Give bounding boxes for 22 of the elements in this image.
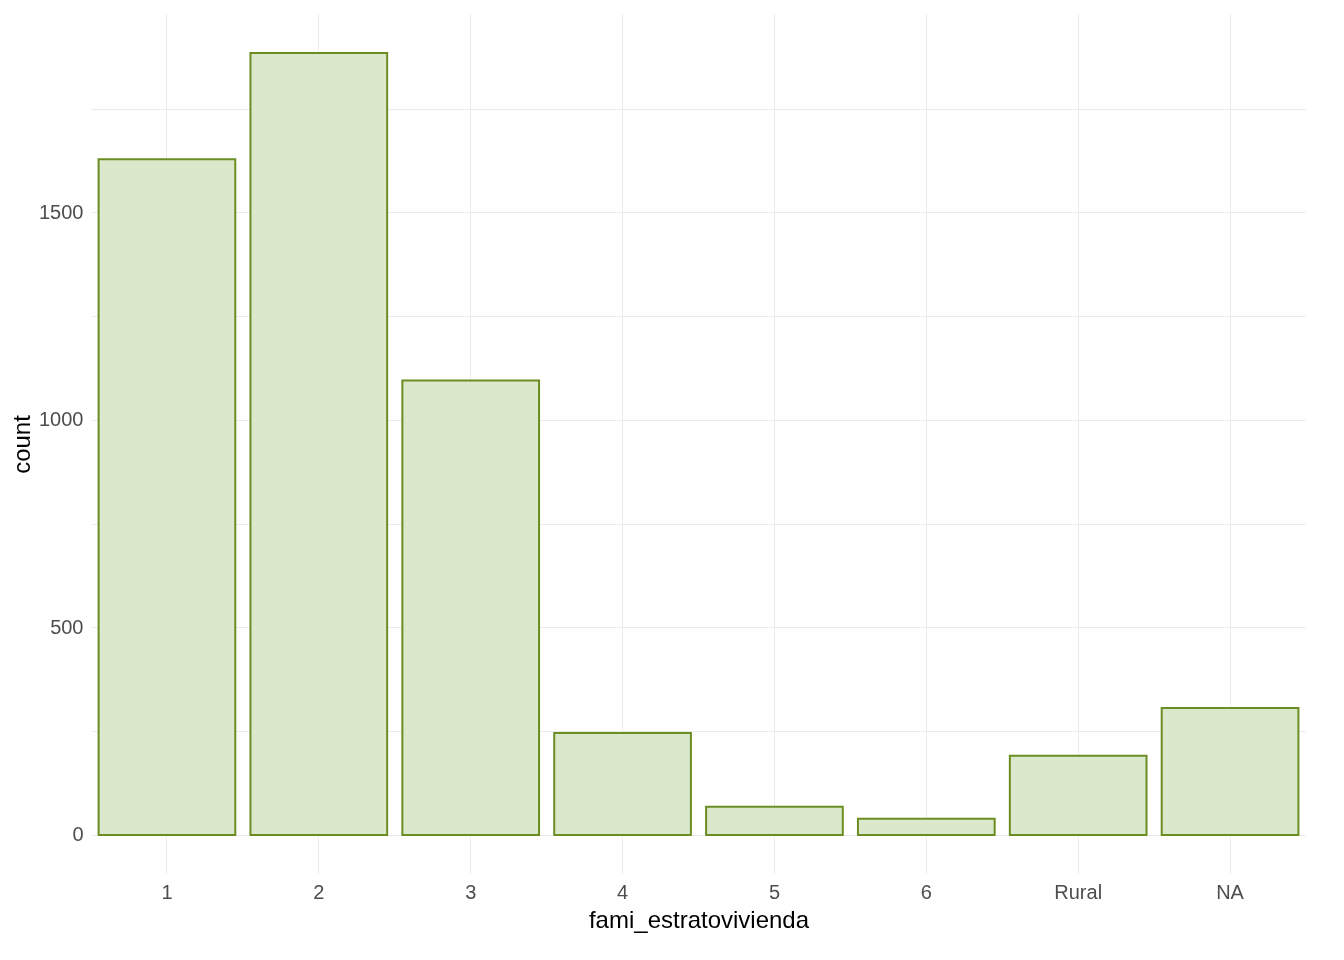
y-tick-label: 500 <box>50 615 84 638</box>
bar <box>705 805 844 836</box>
bar <box>1008 754 1148 836</box>
x-tick-label: 4 <box>617 880 629 903</box>
bar <box>856 817 996 836</box>
x-tick-label: 3 <box>465 880 477 903</box>
x-tick-label: 2 <box>313 880 325 903</box>
y-tick-label: 0 <box>72 823 84 846</box>
y-tick-label: 1000 <box>39 408 84 431</box>
x-tick-label: Rural <box>1054 880 1103 903</box>
bar <box>1160 706 1300 836</box>
y-tick-label: 1500 <box>39 200 84 223</box>
bar <box>401 379 541 836</box>
x-axis-title: fami_estratovivienda <box>588 905 810 933</box>
y-axis-title: count <box>8 414 36 474</box>
x-tick-label: NA <box>1216 880 1245 903</box>
bar <box>249 52 389 836</box>
x-tick-label: 6 <box>920 880 932 903</box>
bar <box>97 158 237 836</box>
bar <box>553 731 692 836</box>
x-tick-label: 5 <box>768 880 780 903</box>
x-tick-label: 1 <box>161 880 173 903</box>
